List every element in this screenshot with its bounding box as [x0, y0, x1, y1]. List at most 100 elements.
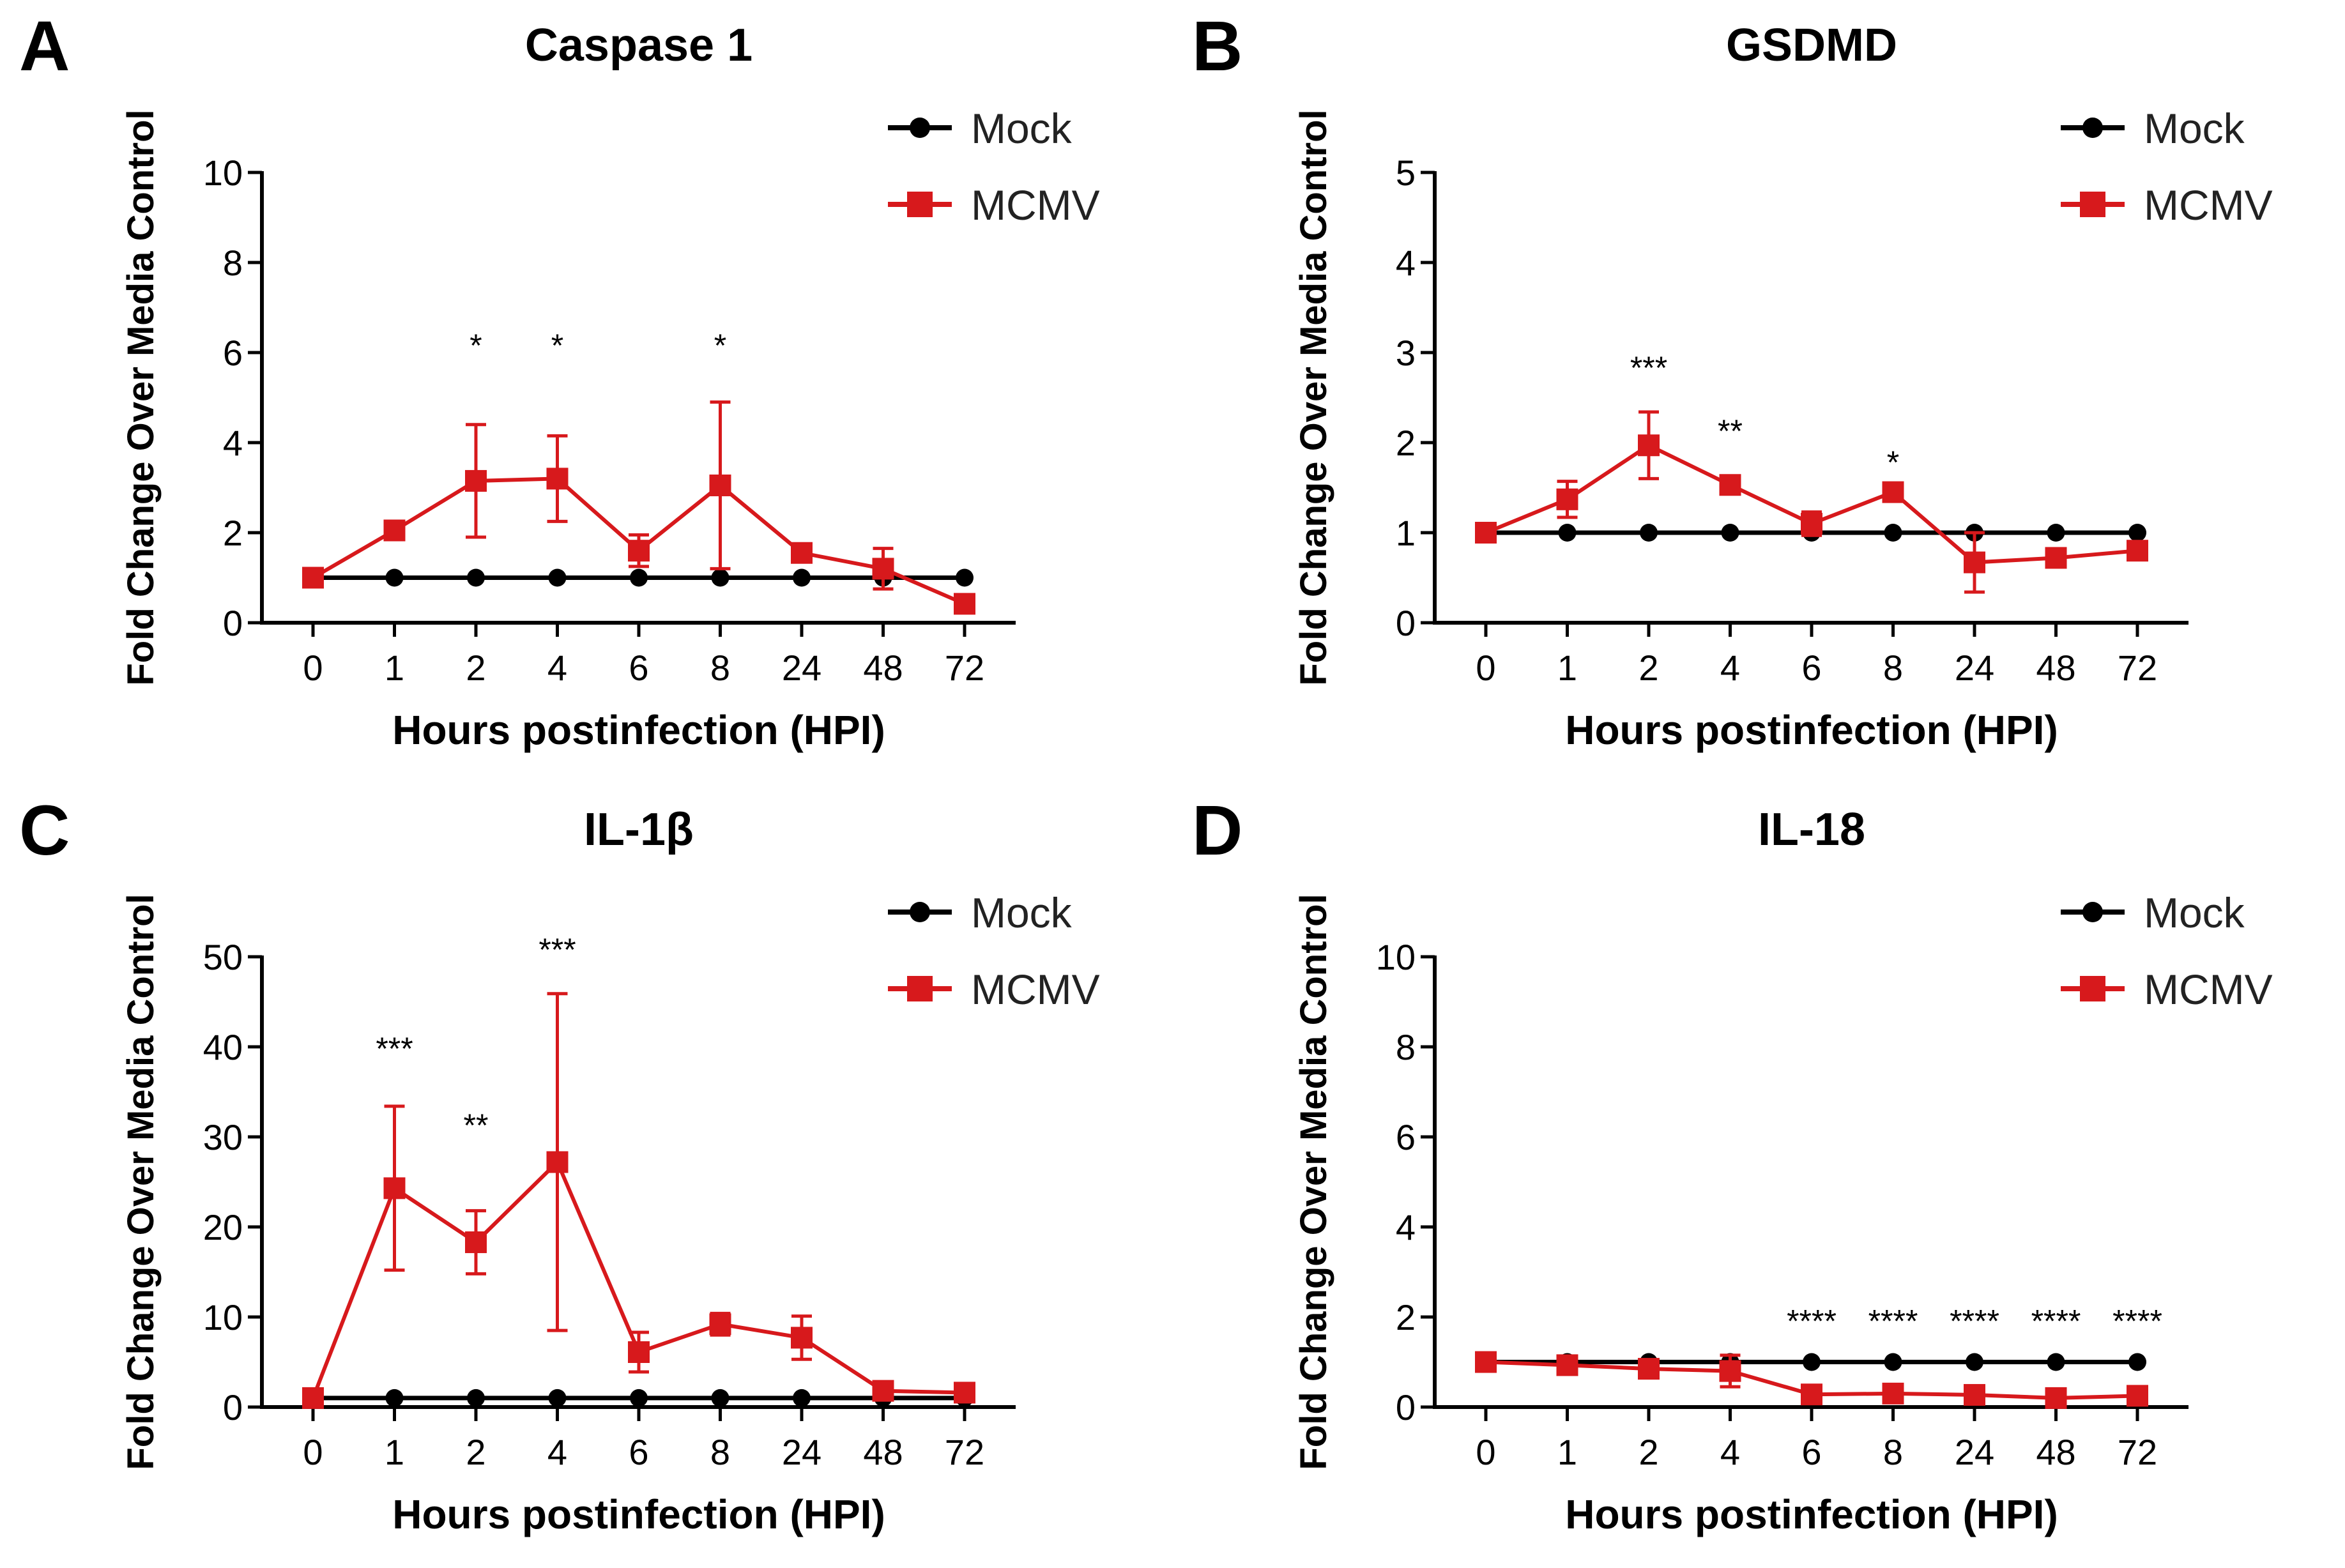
- x-tick-label: 6: [629, 648, 648, 688]
- x-tick-label: 4: [1720, 648, 1740, 688]
- data-point-mock: [1721, 524, 1739, 542]
- x-axis-label: Hours postinfection (HPI): [392, 1491, 885, 1537]
- data-point-mock: [467, 568, 485, 587]
- data-point-mcmv: [1556, 1354, 1578, 1376]
- y-tick-label: 4: [1396, 243, 1416, 283]
- x-tick-label: 0: [303, 648, 323, 688]
- x-tick-label: 24: [1955, 648, 1994, 688]
- y-tick-label: 5: [1396, 153, 1416, 193]
- y-tick-label: 2: [223, 513, 243, 553]
- data-point-mcmv: [954, 593, 975, 615]
- data-point-mock: [1884, 1353, 1902, 1371]
- x-tick-label: 48: [2036, 1432, 2075, 1472]
- data-point-mock: [2128, 1353, 2146, 1371]
- data-point-mock: [1966, 1353, 1983, 1371]
- significance-annotation: ****: [1950, 1304, 1999, 1339]
- data-point-mock: [548, 1389, 567, 1407]
- data-point-mcmv: [872, 1380, 894, 1402]
- y-axis-label: Fold Change Over Media Control: [1293, 109, 1334, 685]
- panel-a: A Caspase 1 Hours postinfection (HPI) Fold …: [0, 0, 1172, 784]
- x-tick-label: 1: [1557, 1432, 1577, 1472]
- data-point-mcmv: [791, 1327, 813, 1349]
- panel-label: D: [1192, 791, 1242, 870]
- y-tick-label: 10: [1376, 937, 1416, 977]
- x-tick-label: 2: [1638, 648, 1658, 688]
- x-tick-label: 6: [1801, 1432, 1821, 1472]
- significance-annotation: ***: [376, 1031, 413, 1067]
- legend-label-mcmv: MCMV: [971, 181, 1100, 229]
- y-tick-label: 4: [223, 423, 243, 463]
- legend-label-mock: Mock: [971, 105, 1073, 152]
- data-point-mcmv: [1719, 474, 1741, 496]
- y-tick-label: 20: [203, 1207, 243, 1247]
- data-point-mcmv: [1964, 551, 1985, 574]
- data-point-mock: [1884, 524, 1902, 542]
- x-tick-label: 2: [1638, 1432, 1658, 1472]
- significance-annotation: ****: [2112, 1304, 2162, 1339]
- data-point-mock: [385, 568, 404, 587]
- data-point-mcmv: [2127, 540, 2148, 562]
- x-tick-label: 24: [1955, 1432, 1994, 1472]
- x-tick-label: 48: [2036, 648, 2075, 688]
- significance-annotation: *: [714, 328, 726, 363]
- x-tick-label: 1: [1557, 648, 1577, 688]
- data-point-mcmv: [302, 1387, 324, 1409]
- data-point-mcmv: [628, 1341, 650, 1363]
- data-point-mcmv: [302, 567, 324, 589]
- significance-annotation: **: [464, 1107, 489, 1143]
- x-tick-label: 0: [303, 1432, 323, 1472]
- data-point-mcmv: [1638, 1358, 1660, 1380]
- data-point-mcmv: [1475, 1351, 1497, 1373]
- series-line-mcmv: [1485, 443, 2138, 565]
- y-tick-label: 4: [1396, 1207, 1416, 1247]
- x-tick-label: 8: [710, 648, 730, 688]
- data-point-mcmv: [383, 519, 406, 542]
- data-point-mcmv: [1882, 1382, 1904, 1404]
- y-tick-label: 40: [203, 1027, 243, 1067]
- chart-title: Caspase 1: [525, 20, 752, 71]
- significance-annotation: **: [1718, 413, 1743, 449]
- significance-annotation: ****: [1787, 1304, 1837, 1339]
- data-point-mcmv: [546, 468, 569, 490]
- chart-title: GSDMD: [1726, 20, 1897, 71]
- legend-label-mock: Mock: [2144, 105, 2245, 152]
- x-axis-label: Hours postinfection (HPI): [1565, 707, 2058, 753]
- x-tick-label: 4: [547, 1432, 567, 1472]
- legend-marker-mock: [2082, 902, 2103, 922]
- legend-label-mcmv: MCMV: [2144, 181, 2273, 229]
- legend-label-mcmv: MCMV: [971, 966, 1100, 1013]
- legend-label-mcmv: MCMV: [2144, 966, 2273, 1013]
- x-axis-label: Hours postinfection (HPI): [1565, 1491, 2058, 1537]
- panel-d: D IL-18 Hours postinfection (HPI) Fold Chan…: [1173, 784, 2345, 1568]
- data-point-mock: [630, 1389, 648, 1407]
- data-point-mock: [630, 568, 648, 587]
- y-tick-label: 30: [203, 1117, 243, 1157]
- data-point-mcmv: [1801, 1383, 1822, 1406]
- data-point-mcmv: [2127, 1385, 2148, 1407]
- data-point-mcmv: [1882, 481, 1904, 503]
- x-tick-label: 72: [945, 1432, 984, 1472]
- data-point-mcmv: [465, 1231, 487, 1253]
- data-point-mcmv: [2045, 1387, 2067, 1409]
- x-tick-label: 72: [2118, 648, 2157, 688]
- y-tick-label: 8: [1396, 1027, 1416, 1067]
- data-point-mock: [1803, 1353, 1821, 1371]
- y-tick-label: 6: [223, 333, 243, 373]
- x-tick-label: 1: [385, 648, 404, 688]
- y-tick-label: 1: [1396, 513, 1416, 553]
- data-point-mcmv: [1719, 1360, 1741, 1382]
- data-point-mcmv: [1475, 522, 1497, 544]
- x-tick-label: 8: [1883, 1432, 1903, 1472]
- x-tick-label: 48: [863, 648, 903, 688]
- x-tick-label: 72: [945, 648, 984, 688]
- data-point-mcmv: [628, 540, 650, 562]
- legend-marker-mcmv: [907, 976, 933, 1001]
- y-tick-label: 10: [203, 153, 243, 193]
- y-axis-label: Fold Change Over Media Control: [120, 109, 162, 685]
- legend-marker-mcmv: [2080, 976, 2105, 1001]
- legend-marker-mock: [910, 902, 930, 922]
- significance-annotation: *: [1887, 445, 1899, 480]
- data-point-mock: [2047, 1353, 2065, 1371]
- panel-label: C: [19, 791, 70, 870]
- y-tick-label: 0: [1396, 1387, 1416, 1427]
